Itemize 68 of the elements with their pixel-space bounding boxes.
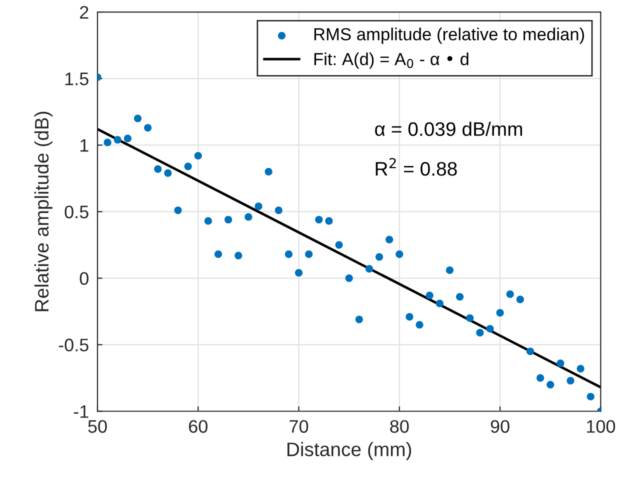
y-tick-label: -0.5: [58, 338, 88, 352]
point: [586, 392, 594, 400]
legend-label: Fit: A(d) = A$_{0}$ - α • d: [314, 52, 468, 69]
point: [104, 138, 112, 146]
y-tick-label: 1.5: [65, 72, 88, 86]
y-tick-label: 2: [80, 6, 88, 19]
point: [154, 165, 162, 173]
point: [254, 202, 262, 210]
point: [406, 312, 414, 321]
point: [566, 376, 574, 384]
point: [486, 324, 494, 333]
point: [174, 206, 182, 214]
x-tick-label: 80: [390, 420, 409, 433]
y-axis-title: Relative amplitude (dB): [34, 112, 52, 312]
point: [124, 134, 132, 142]
point: [396, 250, 404, 258]
point: [244, 213, 252, 221]
point: [375, 253, 384, 261]
point: [365, 265, 374, 273]
point: [345, 274, 353, 282]
legend-label: RMS amplitude (relative to median): [314, 28, 584, 44]
point: [466, 314, 474, 322]
point: [164, 169, 172, 177]
point: [476, 328, 484, 337]
x-tick-label: 50: [88, 420, 107, 433]
point: [526, 348, 534, 356]
annotation: R$^{2}$ = 0.88: [376, 158, 457, 176]
point: [264, 168, 272, 176]
x-tick-label: 100: [587, 420, 616, 433]
point: [305, 250, 313, 258]
point: [426, 292, 434, 300]
point: [224, 216, 232, 224]
point: [114, 136, 122, 144]
point: [456, 293, 464, 301]
point: [214, 250, 222, 258]
point: [284, 250, 293, 258]
y-tick-label: 0.5: [64, 206, 88, 218]
point: [546, 380, 554, 388]
point: [234, 252, 242, 260]
point: [446, 266, 454, 274]
point: [436, 300, 444, 308]
y-tick-label: 1: [80, 139, 88, 152]
point: [506, 290, 514, 298]
point: [134, 114, 142, 122]
x-tick-label: 60: [189, 420, 208, 433]
y-tick-label: -1: [74, 405, 88, 418]
point: [204, 217, 212, 225]
x-tick-label: 70: [290, 420, 308, 433]
point: [194, 152, 202, 160]
point: [556, 360, 564, 368]
point: [274, 206, 282, 214]
x-tick-label: 90: [490, 420, 510, 433]
y-tick-label: 0: [80, 272, 88, 285]
point: [144, 124, 152, 132]
point: [315, 216, 323, 224]
point: [386, 236, 394, 244]
point: [325, 217, 333, 225]
annotation: α = 0.039 dB/mm: [375, 122, 522, 136]
point: [536, 374, 544, 382]
point: [335, 241, 343, 249]
point: [416, 320, 424, 329]
point: [184, 162, 192, 170]
x-axis-title: Distance (mm): [287, 442, 412, 460]
point: [294, 269, 303, 277]
point: [576, 364, 584, 372]
point: [516, 296, 524, 304]
point: [496, 308, 504, 317]
point: [355, 316, 363, 324]
